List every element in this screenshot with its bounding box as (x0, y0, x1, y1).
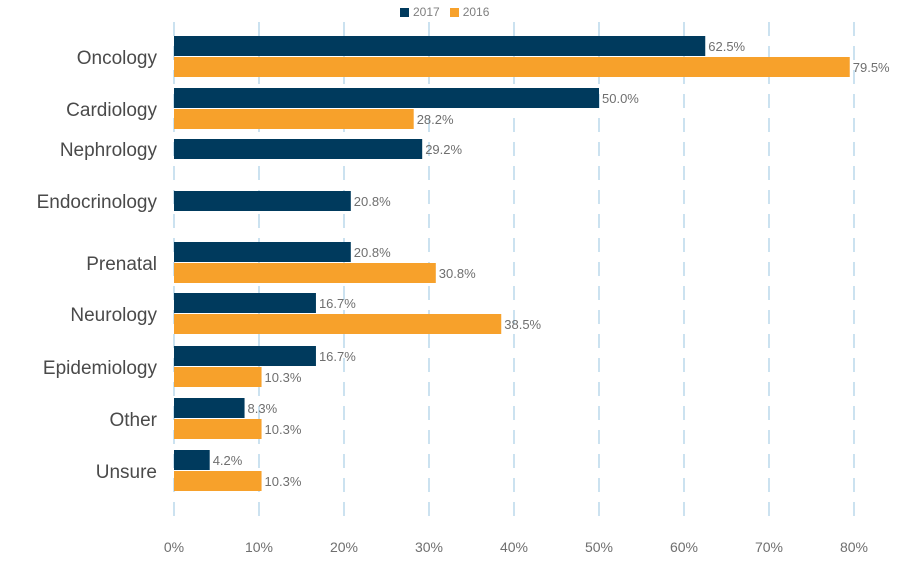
legend-swatch-2016 (449, 7, 459, 17)
data-label: 62.5% (708, 39, 745, 54)
bar-2016-other (174, 419, 262, 439)
bar-2016-neurology (174, 314, 502, 334)
category-label: Epidemiology (43, 358, 158, 379)
x-tick-label: 40% (500, 539, 528, 555)
x-tick-label: 0% (164, 539, 184, 555)
x-tick-label: 10% (245, 539, 273, 555)
category-label: Nephrology (60, 140, 158, 161)
category-label: Cardiology (66, 100, 157, 121)
x-tick-label: 80% (840, 539, 868, 555)
data-label: 4.2% (213, 453, 243, 468)
data-label: 50.0% (602, 91, 639, 106)
bar-2016-unsure (174, 471, 262, 491)
bar-2017-other (174, 398, 245, 418)
bar-2017-cardiology (174, 88, 599, 108)
category-label: Unsure (96, 462, 157, 483)
data-label: 38.5% (504, 317, 541, 332)
category-label: Endocrinology (37, 192, 158, 213)
legend-item-2017: 2017 (400, 5, 440, 19)
bar-2016-cardiology (174, 109, 414, 129)
x-tick-label: 30% (415, 539, 443, 555)
bar-2016-prenatal (174, 263, 436, 283)
data-label: 29.2% (425, 142, 462, 157)
category-label: Neurology (70, 305, 157, 326)
legend-item-2016: 2016 (449, 5, 490, 19)
data-label: 20.8% (354, 194, 391, 209)
bar-2017-endocrinology (174, 191, 351, 211)
x-tick-label: 60% (670, 539, 698, 555)
bar-2017-oncology (174, 36, 706, 56)
data-label: 28.2% (417, 112, 454, 127)
x-tick-label: 70% (755, 539, 783, 555)
bar-2017-nephrology (174, 139, 423, 159)
legend: 2017 2016 (400, 5, 499, 19)
category-label: Oncology (77, 48, 158, 69)
x-tick-label: 50% (585, 539, 613, 555)
bar-2016-oncology (174, 57, 850, 77)
data-label: 16.7% (319, 349, 356, 364)
legend-label-2017: 2017 (413, 5, 440, 19)
data-label: 16.7% (319, 296, 356, 311)
data-label: 10.3% (265, 474, 302, 489)
data-label: 79.5% (853, 60, 890, 75)
bar-2016-epidemiology (174, 367, 262, 387)
bar-2017-epidemiology (174, 346, 316, 366)
bar-2017-unsure (174, 450, 210, 470)
data-label: 10.3% (265, 422, 302, 437)
legend-label-2016: 2016 (462, 5, 490, 19)
data-label: 20.8% (354, 245, 391, 260)
x-tick-label: 20% (330, 539, 358, 555)
data-label: 30.8% (439, 266, 476, 281)
data-label: 8.3% (248, 401, 278, 416)
bar-2017-prenatal (174, 242, 351, 262)
category-label: Other (109, 410, 157, 431)
data-label: 10.3% (265, 370, 302, 385)
bar-2017-neurology (174, 293, 316, 313)
legend-swatch-2017 (400, 7, 409, 17)
category-label: Prenatal (86, 254, 157, 275)
